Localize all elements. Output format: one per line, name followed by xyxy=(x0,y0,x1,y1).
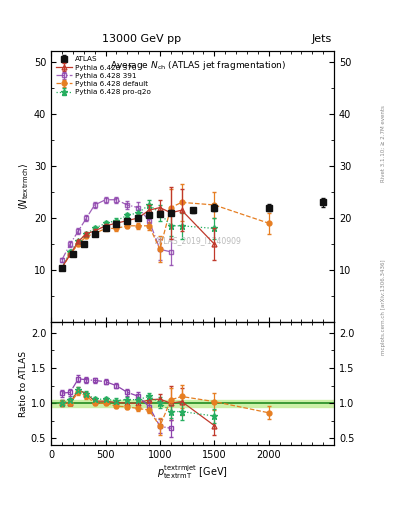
Text: 13000 GeV pp: 13000 GeV pp xyxy=(102,34,181,44)
Y-axis label: Ratio to ATLAS: Ratio to ATLAS xyxy=(19,351,28,417)
Text: ATLAS_2019_I1740909: ATLAS_2019_I1740909 xyxy=(155,237,242,245)
X-axis label: $p_{\rm textrm{T}}^{\rm textrm{jet}}$ [GeV]: $p_{\rm textrm{T}}^{\rm textrm{jet}}$ [G… xyxy=(157,463,228,481)
Text: Average $N_{\rm ch}$ (ATLAS jet fragmentation): Average $N_{\rm ch}$ (ATLAS jet fragment… xyxy=(110,59,286,72)
Y-axis label: $\langle N_{\rm textrm{ch}}\rangle$: $\langle N_{\rm textrm{ch}}\rangle$ xyxy=(17,163,31,210)
Text: mcplots.cern.ch [arXiv:1306.3436]: mcplots.cern.ch [arXiv:1306.3436] xyxy=(381,260,386,355)
Bar xyxy=(51,400,334,407)
Text: Rivet 3.1.10; ≥ 2.7M events: Rivet 3.1.10; ≥ 2.7M events xyxy=(381,105,386,182)
Text: Jets: Jets xyxy=(312,34,332,44)
Legend: ATLAS, Pythia 6.428 370, Pythia 6.428 391, Pythia 6.428 default, Pythia 6.428 pr: ATLAS, Pythia 6.428 370, Pythia 6.428 39… xyxy=(55,55,152,97)
